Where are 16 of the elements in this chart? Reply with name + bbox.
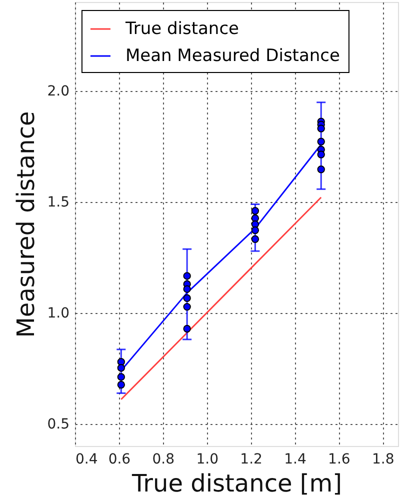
legend-label: True distance xyxy=(124,19,240,39)
x-tick-label: 0.8 xyxy=(152,452,175,468)
x-tick-label: 1.4 xyxy=(284,452,306,468)
x-tick-label: 1.8 xyxy=(372,452,394,468)
y-tick-label: 2.0 xyxy=(47,83,70,100)
x-tick-label: 1.0 xyxy=(196,452,218,468)
y-axis-title: Measured distance xyxy=(12,111,40,338)
x-tick-label: 0.4 xyxy=(76,452,98,468)
y-tick-label: 1.0 xyxy=(47,305,70,322)
x-axis-title: True distance [m] xyxy=(130,470,342,497)
y-tick-label: 1.5 xyxy=(47,194,70,210)
x-tick-label: 0.6 xyxy=(108,452,131,468)
legend-label: Mean Measured Distance xyxy=(125,46,340,66)
x-tick-label: 1.2 xyxy=(240,452,262,468)
y-tick-label: 0.5 xyxy=(47,416,70,432)
x-tick-label: 1.6 xyxy=(328,452,350,468)
